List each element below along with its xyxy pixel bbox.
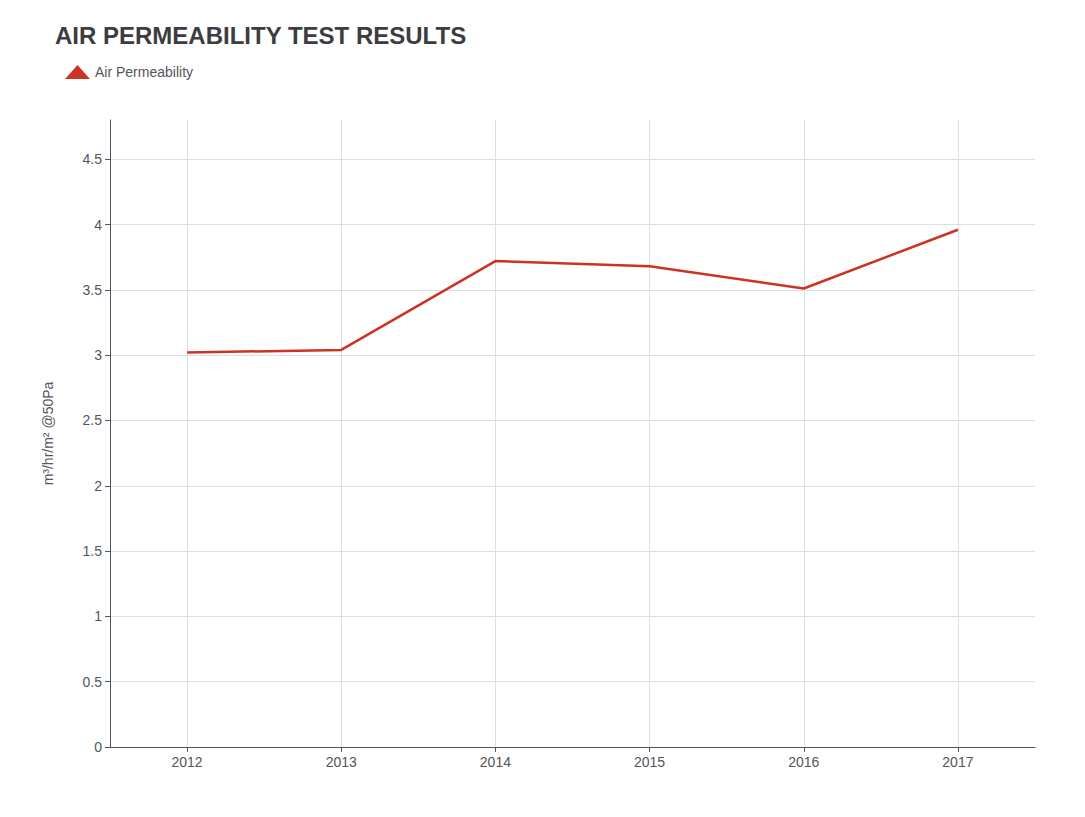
svg-text:0: 0: [94, 739, 102, 755]
svg-text:Air Permeability: Air Permeability: [95, 64, 193, 80]
svg-text:3: 3: [94, 347, 102, 363]
svg-text:1.5: 1.5: [83, 543, 103, 559]
svg-text:2014: 2014: [480, 754, 511, 770]
svg-text:2017: 2017: [942, 754, 973, 770]
svg-text:2013: 2013: [326, 754, 357, 770]
svg-text:2: 2: [94, 478, 102, 494]
svg-text:2015: 2015: [634, 754, 665, 770]
svg-text:AIR PERMEABILITY TEST RESULTS: AIR PERMEABILITY TEST RESULTS: [55, 22, 466, 49]
svg-text:2012: 2012: [172, 754, 203, 770]
svg-text:4: 4: [94, 217, 102, 233]
svg-text:4.5: 4.5: [83, 151, 103, 167]
svg-text:0.5: 0.5: [83, 674, 103, 690]
svg-text:1: 1: [94, 608, 102, 624]
svg-text:2016: 2016: [788, 754, 819, 770]
svg-text:m³/hr/m² @50Pa: m³/hr/m² @50Pa: [40, 381, 56, 485]
svg-text:2.5: 2.5: [83, 412, 103, 428]
svg-text:3.5: 3.5: [83, 282, 103, 298]
